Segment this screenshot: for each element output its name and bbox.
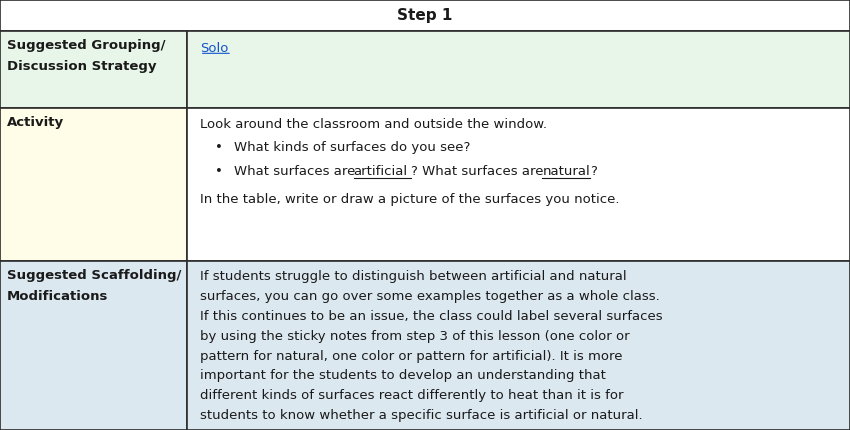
Text: Activity: Activity [7, 116, 64, 129]
Text: ? What surfaces are: ? What surfaces are [411, 165, 548, 178]
Text: Solo: Solo [200, 42, 228, 55]
Text: Modifications: Modifications [7, 290, 108, 303]
Text: important for the students to develop an understanding that: important for the students to develop an… [200, 369, 605, 382]
Text: What kinds of surfaces do you see?: What kinds of surfaces do you see? [234, 141, 470, 154]
Bar [0, 108, 187, 261]
Bar [0, 0, 850, 31]
Text: artificial: artificial [354, 165, 408, 178]
Text: pattern for natural, one color or pattern for artificial). It is more: pattern for natural, one color or patter… [200, 350, 622, 362]
Text: students to know whether a specific surface is artificial or natural.: students to know whether a specific surf… [200, 409, 643, 422]
Text: ?: ? [590, 165, 597, 178]
Bar [187, 31, 850, 108]
Text: Discussion Strategy: Discussion Strategy [7, 60, 156, 73]
Text: Suggested Grouping/: Suggested Grouping/ [7, 39, 165, 52]
Text: If this continues to be an issue, the class could label several surfaces: If this continues to be an issue, the cl… [200, 310, 662, 323]
Text: Step 1: Step 1 [397, 8, 453, 23]
Text: by using the sticky notes from step 3 of this lesson (one color or: by using the sticky notes from step 3 of… [200, 330, 629, 343]
Text: If students struggle to distinguish between artificial and natural: If students struggle to distinguish betw… [200, 270, 626, 283]
Text: Look around the classroom and outside the window.: Look around the classroom and outside th… [200, 118, 547, 131]
Text: •: • [215, 141, 223, 154]
Text: different kinds of surfaces react differently to heat than it is for: different kinds of surfaces react differ… [200, 389, 623, 402]
Bar [187, 108, 850, 261]
Bar [0, 261, 187, 430]
Text: Suggested Scaffolding/: Suggested Scaffolding/ [7, 269, 181, 282]
Text: In the table, write or draw a picture of the surfaces you notice.: In the table, write or draw a picture of… [200, 193, 620, 206]
Text: surfaces, you can go over some examples together as a whole class.: surfaces, you can go over some examples … [200, 290, 660, 303]
Text: •: • [215, 165, 223, 178]
Text: What surfaces are: What surfaces are [234, 165, 360, 178]
Bar [187, 261, 850, 430]
Text: natural: natural [542, 165, 590, 178]
Bar [0, 31, 187, 108]
